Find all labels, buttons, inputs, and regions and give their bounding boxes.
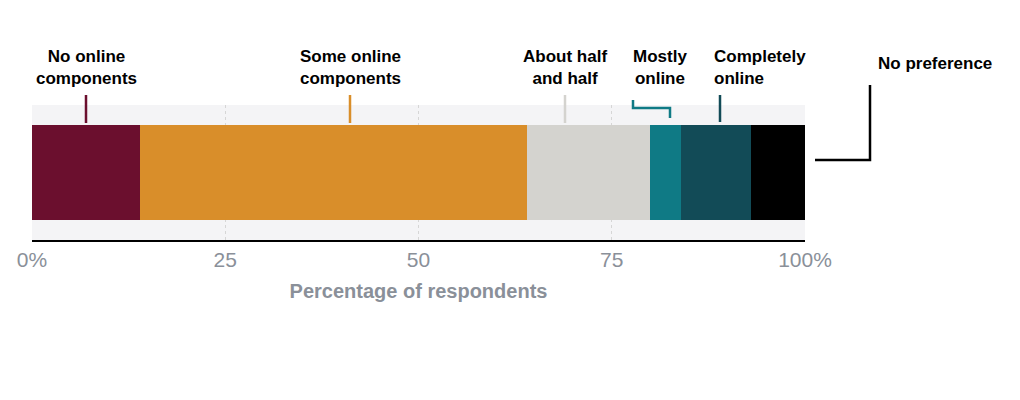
svg-text:50: 50 (407, 248, 430, 271)
svg-text:Percentage of respondents: Percentage of respondents (290, 280, 548, 302)
svg-text:25: 25 (214, 248, 237, 271)
svg-text:Some onlinecomponents: Some onlinecomponents (300, 47, 401, 88)
svg-text:No onlinecomponents: No onlinecomponents (36, 47, 137, 88)
svg-text:About halfand half: About halfand half (523, 47, 607, 88)
svg-text:75: 75 (600, 248, 623, 271)
svg-text:0%: 0% (17, 248, 47, 271)
svg-text:No preference: No preference (878, 54, 992, 73)
svg-text:100%: 100% (778, 248, 832, 271)
svg-text:Mostlyonline: Mostlyonline (633, 47, 687, 88)
svg-text:Completelyonline: Completelyonline (714, 47, 806, 88)
